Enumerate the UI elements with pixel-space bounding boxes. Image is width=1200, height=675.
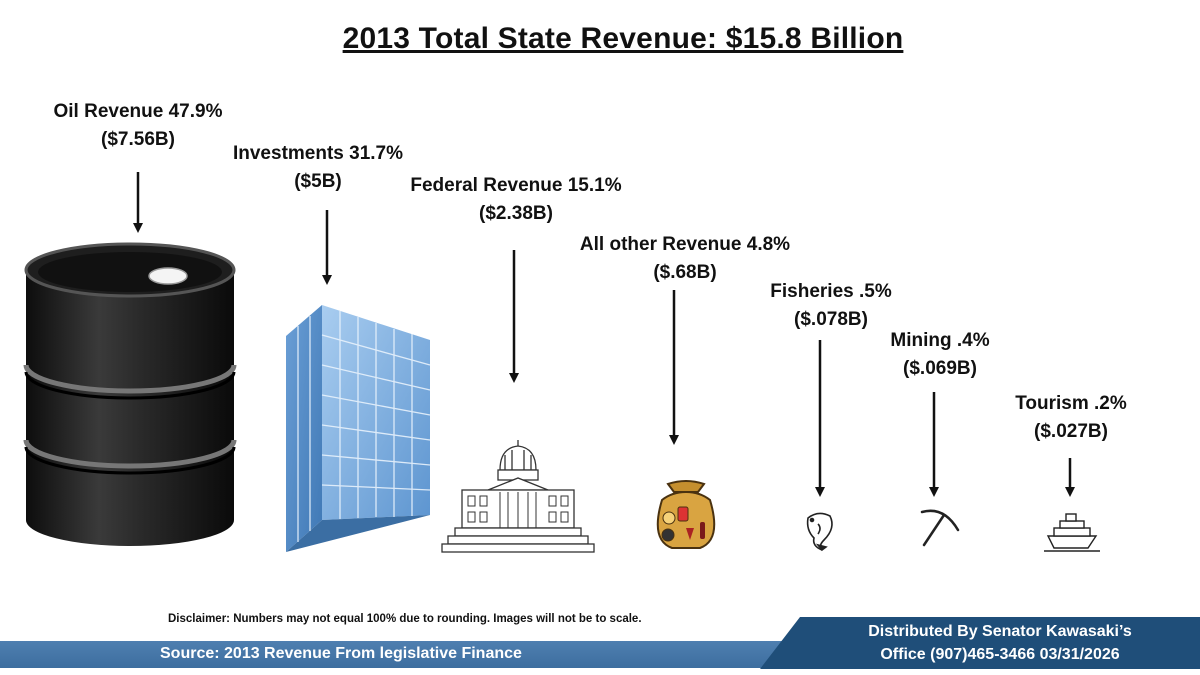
source-text: Source: 2013 Revenue From legislative Fi… [160, 645, 522, 662]
money-bag-icon [656, 480, 716, 549]
cruise-ship-icon [1044, 513, 1100, 552]
pickaxe-icon [920, 509, 960, 547]
fish-icon [806, 512, 833, 552]
label-fisheries: Fisheries .5% ($.078B) [770, 281, 892, 330]
oil-barrel-icon [23, 242, 237, 546]
distributed-band [760, 617, 1200, 669]
source-band [0, 641, 790, 668]
label-tourism: Tourism .2% ($.027B) [1015, 393, 1127, 442]
distributed-line-1: Distributed By Senator Kawasaki’s [868, 623, 1132, 640]
distributed-by-text: Distributed By Senator Kawasaki’s Office… [820, 620, 1180, 666]
label-oil-revenue: Oil Revenue 47.9% ($7.56B) [53, 101, 223, 150]
distributed-line-2: Office (907)465-3466 03/31/2026 [880, 646, 1120, 663]
chart-title: 2013 Total State Revenue: $15.8 Billion [342, 22, 904, 55]
office-building-icon [286, 305, 431, 552]
label-all-other-revenue: All other Revenue 4.8% ($.68B) [579, 234, 791, 283]
label-federal-revenue: Federal Revenue 15.1% ($2.38B) [410, 175, 622, 224]
label-investments: Investments 31.7% ($5B) [232, 143, 404, 192]
label-mining: Mining .4% ($.069B) [890, 330, 990, 379]
disclaimer: Disclaimer: Numbers may not equal 100% d… [168, 613, 642, 625]
capitol-building-icon [441, 440, 595, 553]
